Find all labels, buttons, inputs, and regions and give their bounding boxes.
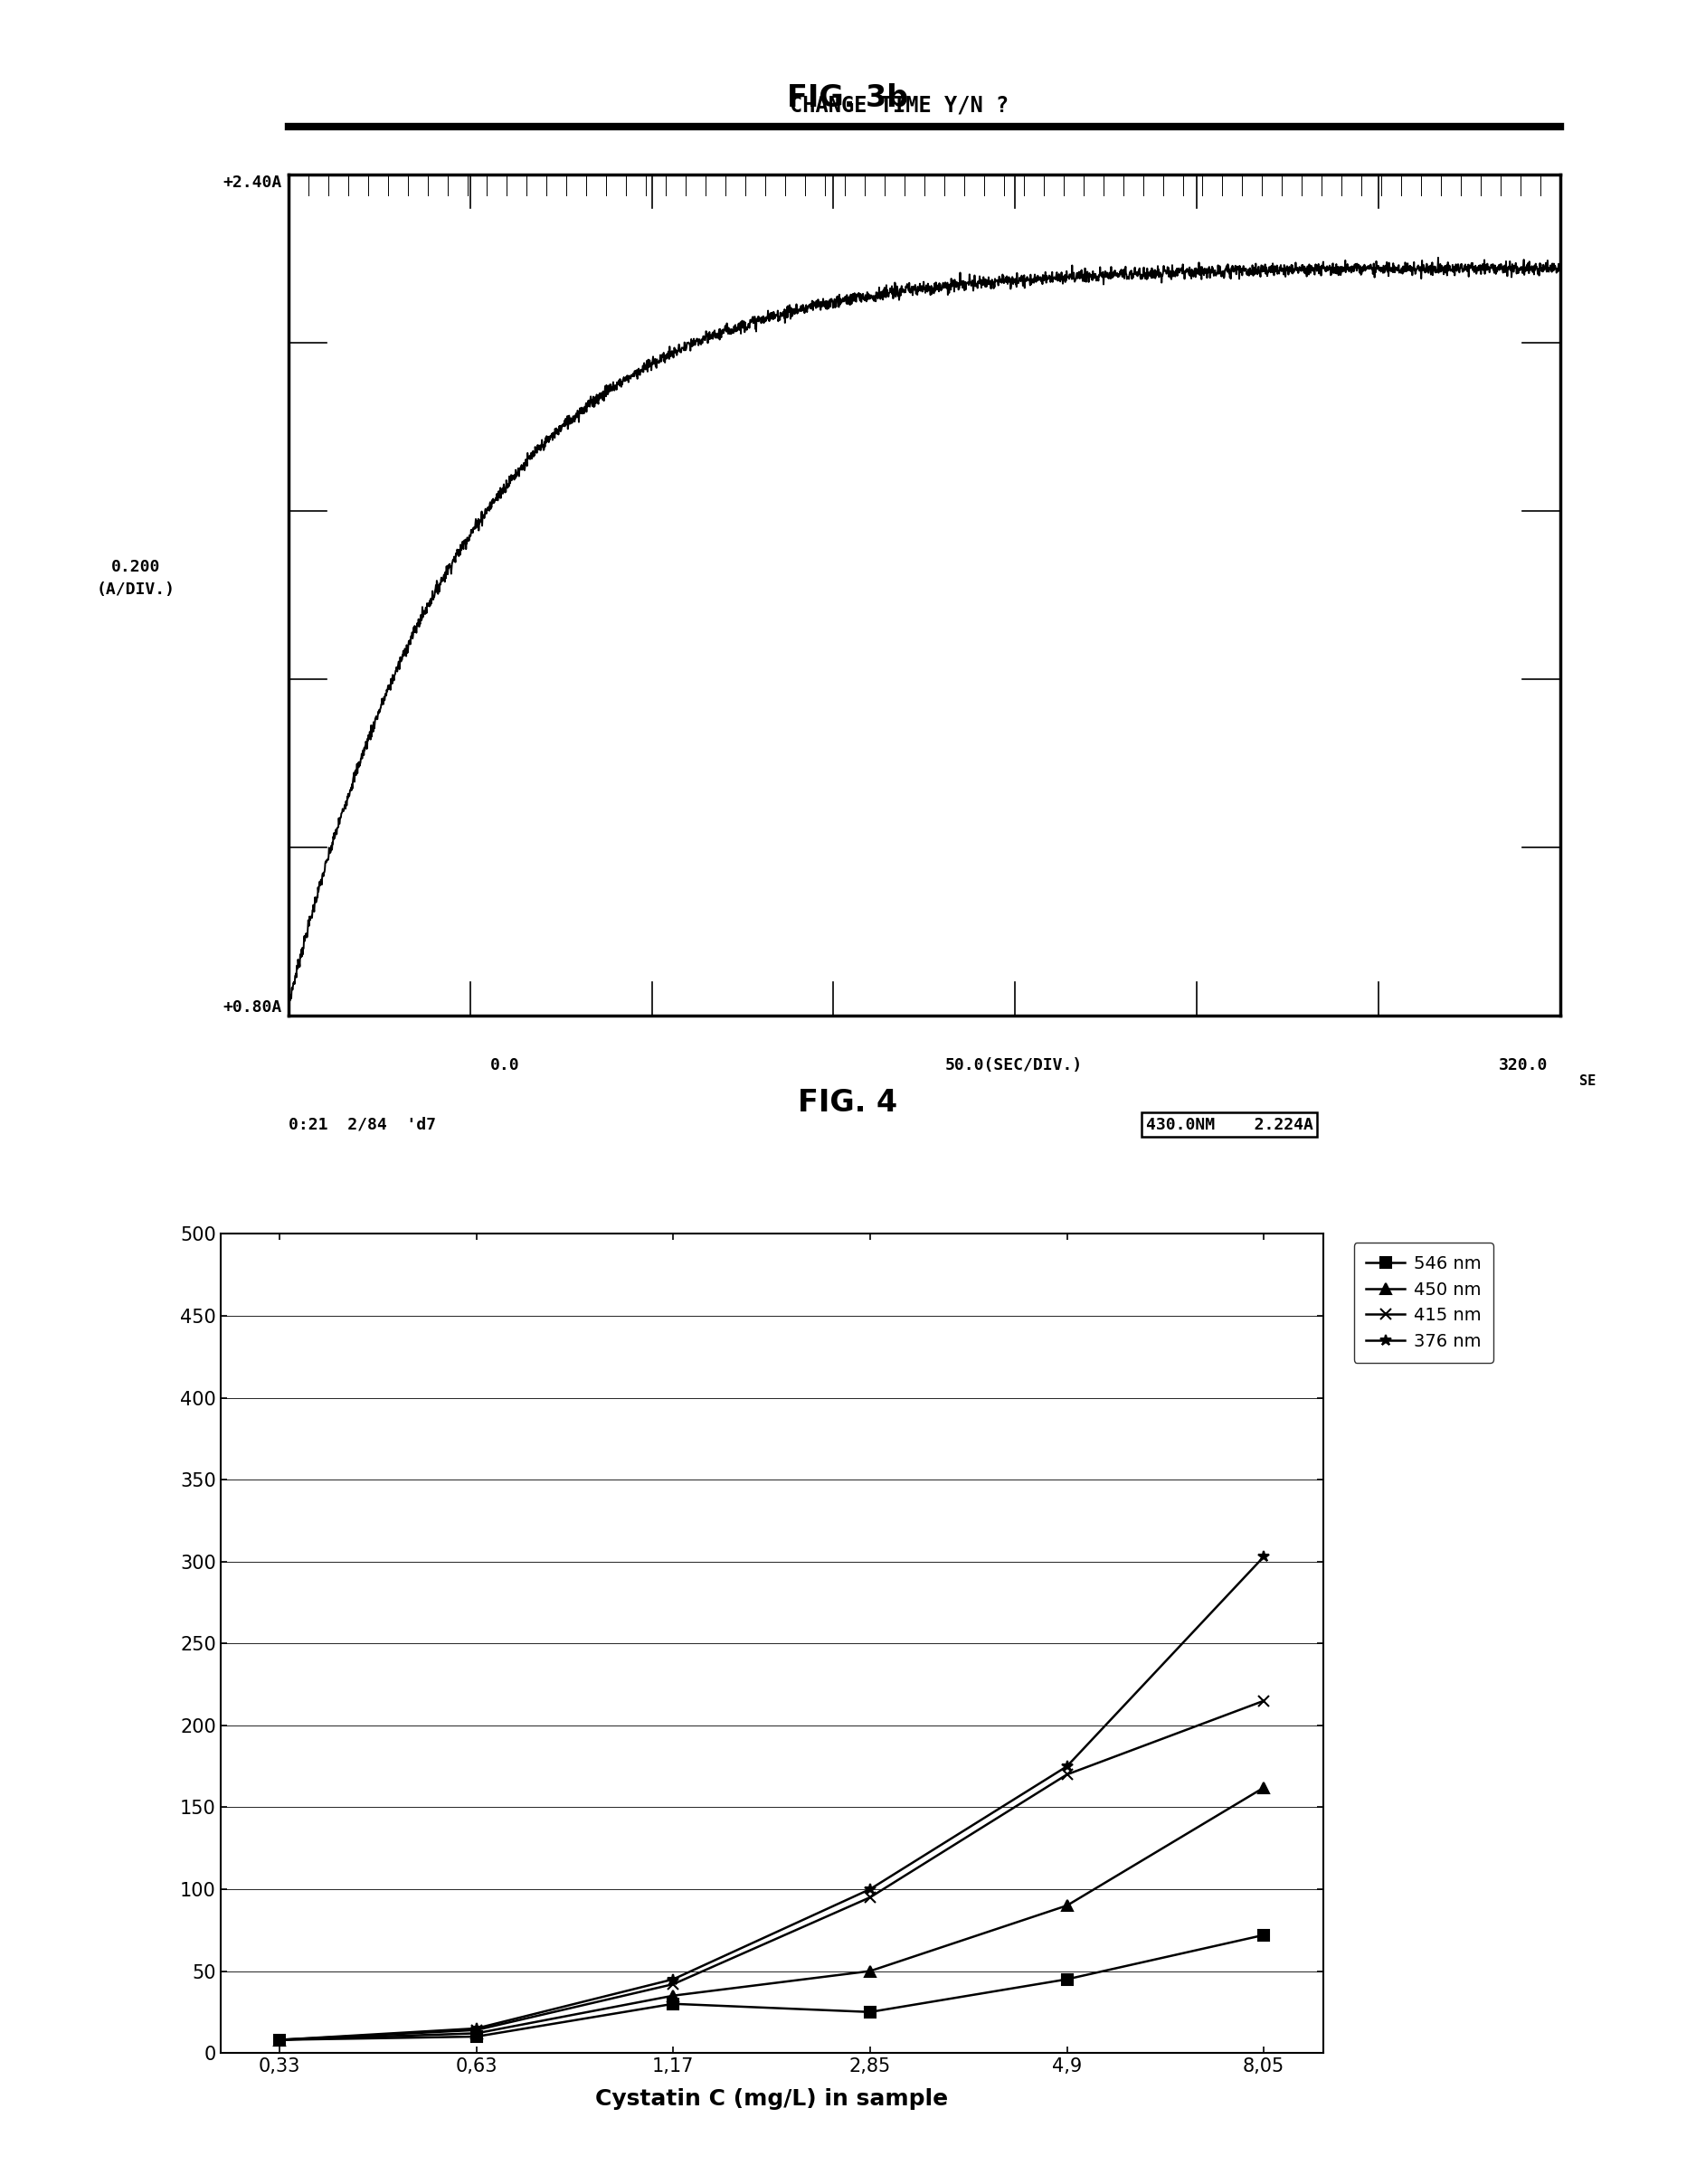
Text: FIG. 3b: FIG. 3b [787, 83, 909, 114]
450 nm [860, 1957, 880, 1983]
Text: +0.80A: +0.80A [222, 1000, 282, 1016]
415 nm [270, 2027, 290, 2053]
Text: FIG. 4: FIG. 4 [799, 1088, 897, 1118]
546 nm [860, 1998, 880, 2025]
376 nm [1057, 1754, 1077, 1780]
546 nm [466, 2022, 487, 2049]
Line: 376 nm: 376 nm [273, 1551, 1270, 2046]
450 nm [466, 2020, 487, 2046]
Text: 0:21  2/84  'd7: 0:21 2/84 'd7 [288, 1116, 436, 1133]
376 nm [860, 1876, 880, 1902]
Line: 415 nm: 415 nm [273, 1695, 1270, 2046]
546 nm [1253, 1922, 1274, 1948]
Text: 430.0NM    2.224A: 430.0NM 2.224A [1146, 1116, 1313, 1133]
415 nm [466, 2018, 487, 2044]
Text: 320.0: 320.0 [1499, 1057, 1548, 1075]
415 nm [663, 1970, 683, 1996]
546 nm [1057, 1966, 1077, 1992]
450 nm [1253, 1773, 1274, 1800]
Text: CHANGE TIME Y/N ?: CHANGE TIME Y/N ? [789, 94, 1009, 116]
Legend: 546 nm, 450 nm, 415 nm, 376 nm: 546 nm, 450 nm, 415 nm, 376 nm [1353, 1243, 1494, 1363]
546 nm [663, 1992, 683, 2018]
450 nm [663, 1983, 683, 2009]
X-axis label: Cystatin C (mg/L) in sample: Cystatin C (mg/L) in sample [595, 2088, 948, 2110]
Text: SE: SE [1579, 1075, 1596, 1088]
376 nm [663, 1966, 683, 1992]
376 nm [270, 2027, 290, 2053]
Line: 450 nm: 450 nm [273, 1782, 1270, 2046]
376 nm [466, 2016, 487, 2042]
Line: 546 nm: 546 nm [273, 1928, 1270, 2046]
546 nm [270, 2027, 290, 2053]
Text: 50.0(SEC/DIV.): 50.0(SEC/DIV.) [945, 1057, 1082, 1075]
376 nm [1253, 1544, 1274, 1570]
415 nm [1253, 1688, 1274, 1714]
Text: +2.40A: +2.40A [222, 175, 282, 190]
Text: 0.0: 0.0 [490, 1057, 519, 1075]
415 nm [1057, 1760, 1077, 1787]
Text: 0.200
(A/DIV.): 0.200 (A/DIV.) [97, 559, 175, 598]
450 nm [1057, 1891, 1077, 1920]
415 nm [860, 1885, 880, 1911]
450 nm [270, 2027, 290, 2053]
